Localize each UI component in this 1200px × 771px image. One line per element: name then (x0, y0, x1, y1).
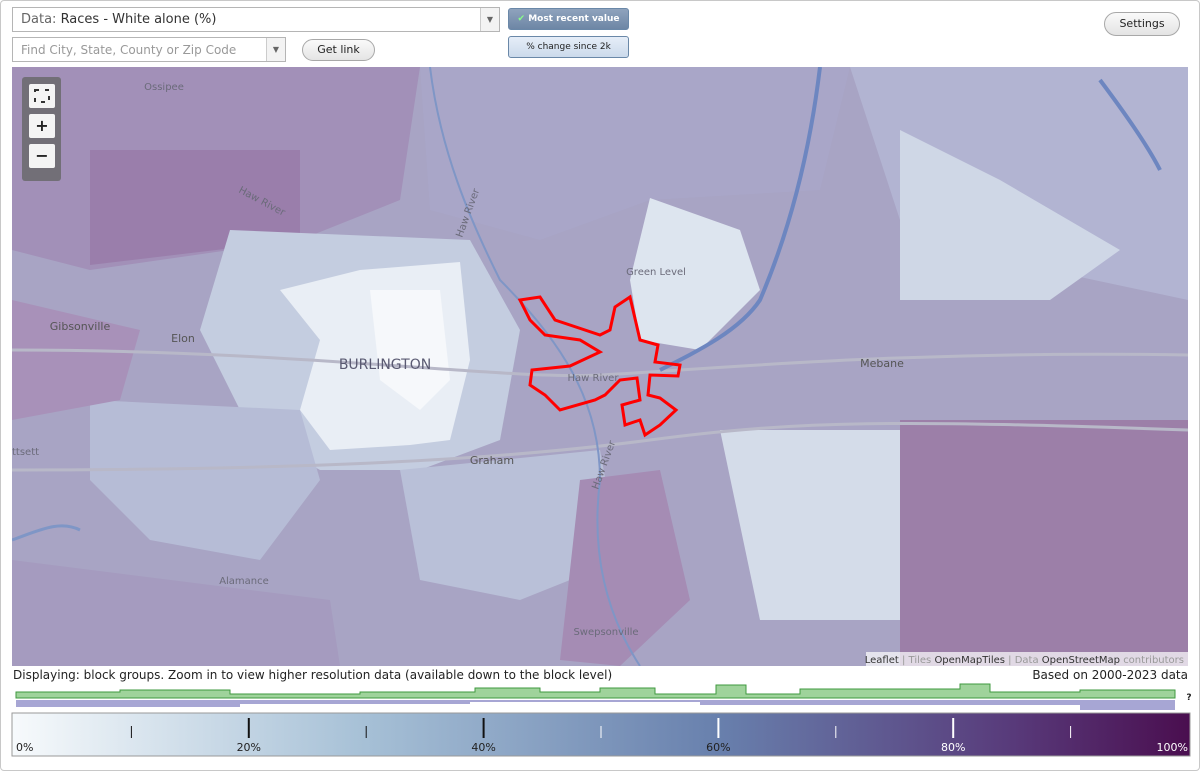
legend-tick-label: 20% (237, 741, 261, 754)
legend-tick-label: 60% (706, 741, 730, 754)
attribution-link[interactable]: OpenStreetMap (1042, 655, 1120, 666)
map-label: Alamance (219, 576, 269, 587)
attribution-link[interactable]: Leaflet (865, 655, 899, 666)
map-label: Swepsonville (573, 627, 638, 638)
selected-area[interactable] (517, 294, 682, 438)
zoom-out-button[interactable] (29, 144, 55, 168)
legend-tick-label: 0% (16, 741, 33, 754)
button-label: Get link (317, 43, 360, 56)
map-label: BURLINGTON (339, 357, 431, 373)
search-placeholder: Find City, State, County or Zip Code (21, 43, 237, 57)
map-layer: Ossipee Haw River Haw River Gibsonville … (12, 67, 1188, 666)
zoom-out-label: − (35, 146, 48, 165)
status-text: Displaying: block groups. Zoom in to vie… (13, 668, 612, 682)
map-label: ttsett (12, 447, 39, 458)
dropdown-arrow: ▼ (266, 38, 285, 61)
legend-tick-label: 100% (1157, 741, 1188, 754)
legend-tick-label: 40% (471, 741, 495, 754)
map-label: Haw River (568, 373, 620, 384)
attribution: Leaflet | Tiles OpenMapTiles | Data Open… (865, 655, 1184, 666)
attribution-text: Data (1015, 655, 1039, 666)
get-link-button[interactable]: Get link (302, 39, 375, 61)
data-select[interactable]: Data: Races - White alone (%) ▼ (12, 7, 500, 32)
attribution-text: contributors (1123, 655, 1184, 666)
help-icon[interactable]: ? (1186, 693, 1191, 703)
map-label: Mebane (860, 357, 904, 370)
map-label: Elon (171, 332, 195, 345)
toggle-label: Most recent value (528, 14, 620, 24)
data-value: Races - White alone (%) (60, 12, 217, 27)
attribution-link[interactable]: OpenMapTiles (934, 655, 1005, 666)
button-label: Settings (1119, 17, 1165, 30)
fullscreen-button[interactable] (29, 84, 55, 108)
toggle-label: % change since 2k (526, 42, 611, 52)
map-label: Graham (470, 454, 514, 467)
attribution-text: Tiles (908, 655, 932, 666)
histogram (15, 683, 1176, 710)
dropdown-arrow: ▼ (480, 8, 499, 31)
settings-button[interactable]: Settings (1104, 12, 1180, 36)
legend-tick-label: 80% (941, 741, 965, 754)
search-input[interactable]: Find City, State, County or Zip Code ▼ (12, 37, 286, 62)
most-recent-toggle[interactable]: ✔ Most recent value (508, 8, 629, 30)
map-label: Ossipee (144, 82, 184, 93)
zoom-in-button[interactable] (29, 114, 55, 138)
map-label: Gibsonville (50, 320, 111, 333)
status-text: Based on 2000-2023 data (1032, 668, 1188, 682)
map-label: Green Level (626, 267, 686, 278)
zoom-in-label: + (35, 116, 48, 135)
change-toggle[interactable]: % change since 2k (508, 36, 629, 58)
check-icon: ✔ (517, 14, 526, 24)
data-prefix: Data: (21, 12, 57, 27)
